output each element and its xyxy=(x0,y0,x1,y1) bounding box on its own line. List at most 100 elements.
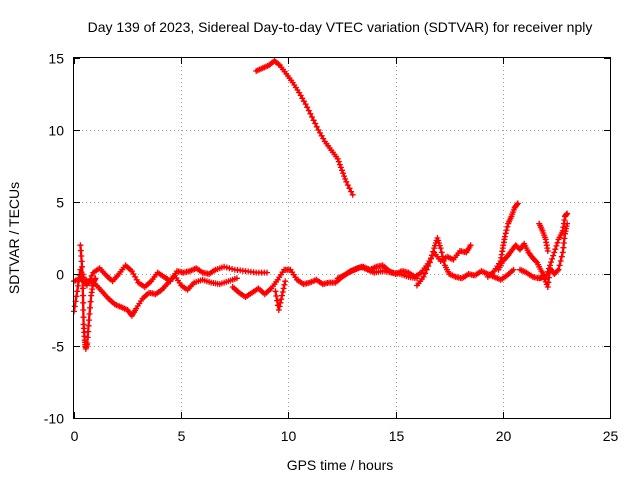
data-point xyxy=(337,164,344,171)
y-tick-label: 5 xyxy=(56,195,64,211)
data-point xyxy=(339,167,345,174)
data-point xyxy=(302,101,309,108)
data-point xyxy=(343,178,350,185)
data-point xyxy=(564,220,571,227)
x-tick-label: 5 xyxy=(178,428,186,444)
data-point xyxy=(275,61,282,68)
data-point xyxy=(85,322,92,329)
data-point xyxy=(334,155,341,162)
data-point xyxy=(550,252,557,259)
data-point xyxy=(533,258,539,265)
data-point xyxy=(426,259,433,266)
y-tick-label: -10 xyxy=(44,411,64,427)
data-point xyxy=(548,259,554,266)
y-axis-label: SDTVAR / TECUs xyxy=(6,182,22,294)
data-point xyxy=(86,311,93,317)
data-point xyxy=(335,158,342,165)
data-point xyxy=(80,307,87,313)
data-point xyxy=(233,275,240,282)
data-point xyxy=(84,340,91,347)
series-line xyxy=(255,59,354,196)
data-point xyxy=(275,307,282,313)
data-point xyxy=(85,279,92,286)
data-point xyxy=(71,303,78,310)
data-point xyxy=(274,297,281,304)
y-tick-label: 0 xyxy=(56,267,64,283)
data-point xyxy=(276,303,283,310)
data-point xyxy=(80,299,87,306)
series-track-late-spike xyxy=(536,220,551,254)
data-point xyxy=(501,233,508,240)
data-point xyxy=(79,285,86,292)
data-point xyxy=(264,269,270,276)
series-track-late-rise xyxy=(484,200,521,280)
data-point xyxy=(344,182,351,189)
data-point xyxy=(549,255,556,262)
data-point xyxy=(422,270,429,277)
data-point xyxy=(428,255,434,262)
y-tick-label: 10 xyxy=(48,123,64,139)
data-point xyxy=(558,253,565,260)
data-point xyxy=(278,296,285,303)
data-point xyxy=(420,273,427,280)
data-point xyxy=(305,107,312,114)
series-track-start-descending xyxy=(71,266,240,319)
data-point xyxy=(348,188,355,195)
data-point xyxy=(281,281,288,288)
data-point xyxy=(88,272,95,279)
series-track-high xyxy=(253,57,356,198)
data-point xyxy=(78,253,85,259)
data-point xyxy=(79,263,86,270)
data-point xyxy=(312,120,319,127)
data-point xyxy=(556,262,563,269)
data-point xyxy=(342,176,349,182)
y-tick-label: 15 xyxy=(48,51,64,67)
data-point xyxy=(502,230,509,237)
grid-lines xyxy=(74,58,610,418)
data-point xyxy=(341,173,348,180)
data-point xyxy=(304,104,311,111)
data-point xyxy=(346,185,353,192)
data-point xyxy=(439,253,446,260)
axis-ticks: 0 5 10 15 20 25 -10 -5 0 5 10 15 xyxy=(44,51,619,445)
data-point xyxy=(510,266,517,273)
chart-title: Day 139 of 2023, Sidereal Day-to-day VTE… xyxy=(88,19,593,35)
data-point xyxy=(80,292,86,299)
y-tick-label: -5 xyxy=(52,339,65,355)
data-point xyxy=(336,161,343,168)
data-point xyxy=(75,282,81,289)
data-point xyxy=(349,191,356,198)
data-point xyxy=(313,123,320,130)
data-point xyxy=(557,258,564,264)
x-tick-label: 0 xyxy=(71,428,79,444)
data-point xyxy=(429,252,435,259)
data-point xyxy=(272,288,279,295)
data-point xyxy=(437,245,444,252)
data-point xyxy=(83,282,90,289)
data-point xyxy=(423,266,430,273)
data-point xyxy=(84,334,91,341)
data-point xyxy=(553,242,560,249)
data-point xyxy=(277,299,284,306)
data-point xyxy=(85,328,92,335)
data-point xyxy=(273,293,280,299)
data-point xyxy=(282,278,289,285)
series-track-spike-early-neg xyxy=(272,278,289,313)
data-point xyxy=(554,267,561,274)
data-series xyxy=(71,57,571,352)
data-point xyxy=(514,201,520,208)
data-point xyxy=(425,263,432,270)
data-point xyxy=(551,249,558,256)
series-track-late-low xyxy=(517,220,571,290)
data-point xyxy=(226,265,233,272)
series-track-early-oscillation xyxy=(71,262,270,290)
x-tick-label: 20 xyxy=(496,428,512,444)
series-track-dip-early xyxy=(77,242,99,352)
x-tick-label: 15 xyxy=(389,428,405,444)
data-point xyxy=(554,239,561,246)
data-point xyxy=(279,289,286,295)
data-point xyxy=(77,247,84,254)
data-point xyxy=(555,266,562,273)
data-point xyxy=(552,246,559,253)
